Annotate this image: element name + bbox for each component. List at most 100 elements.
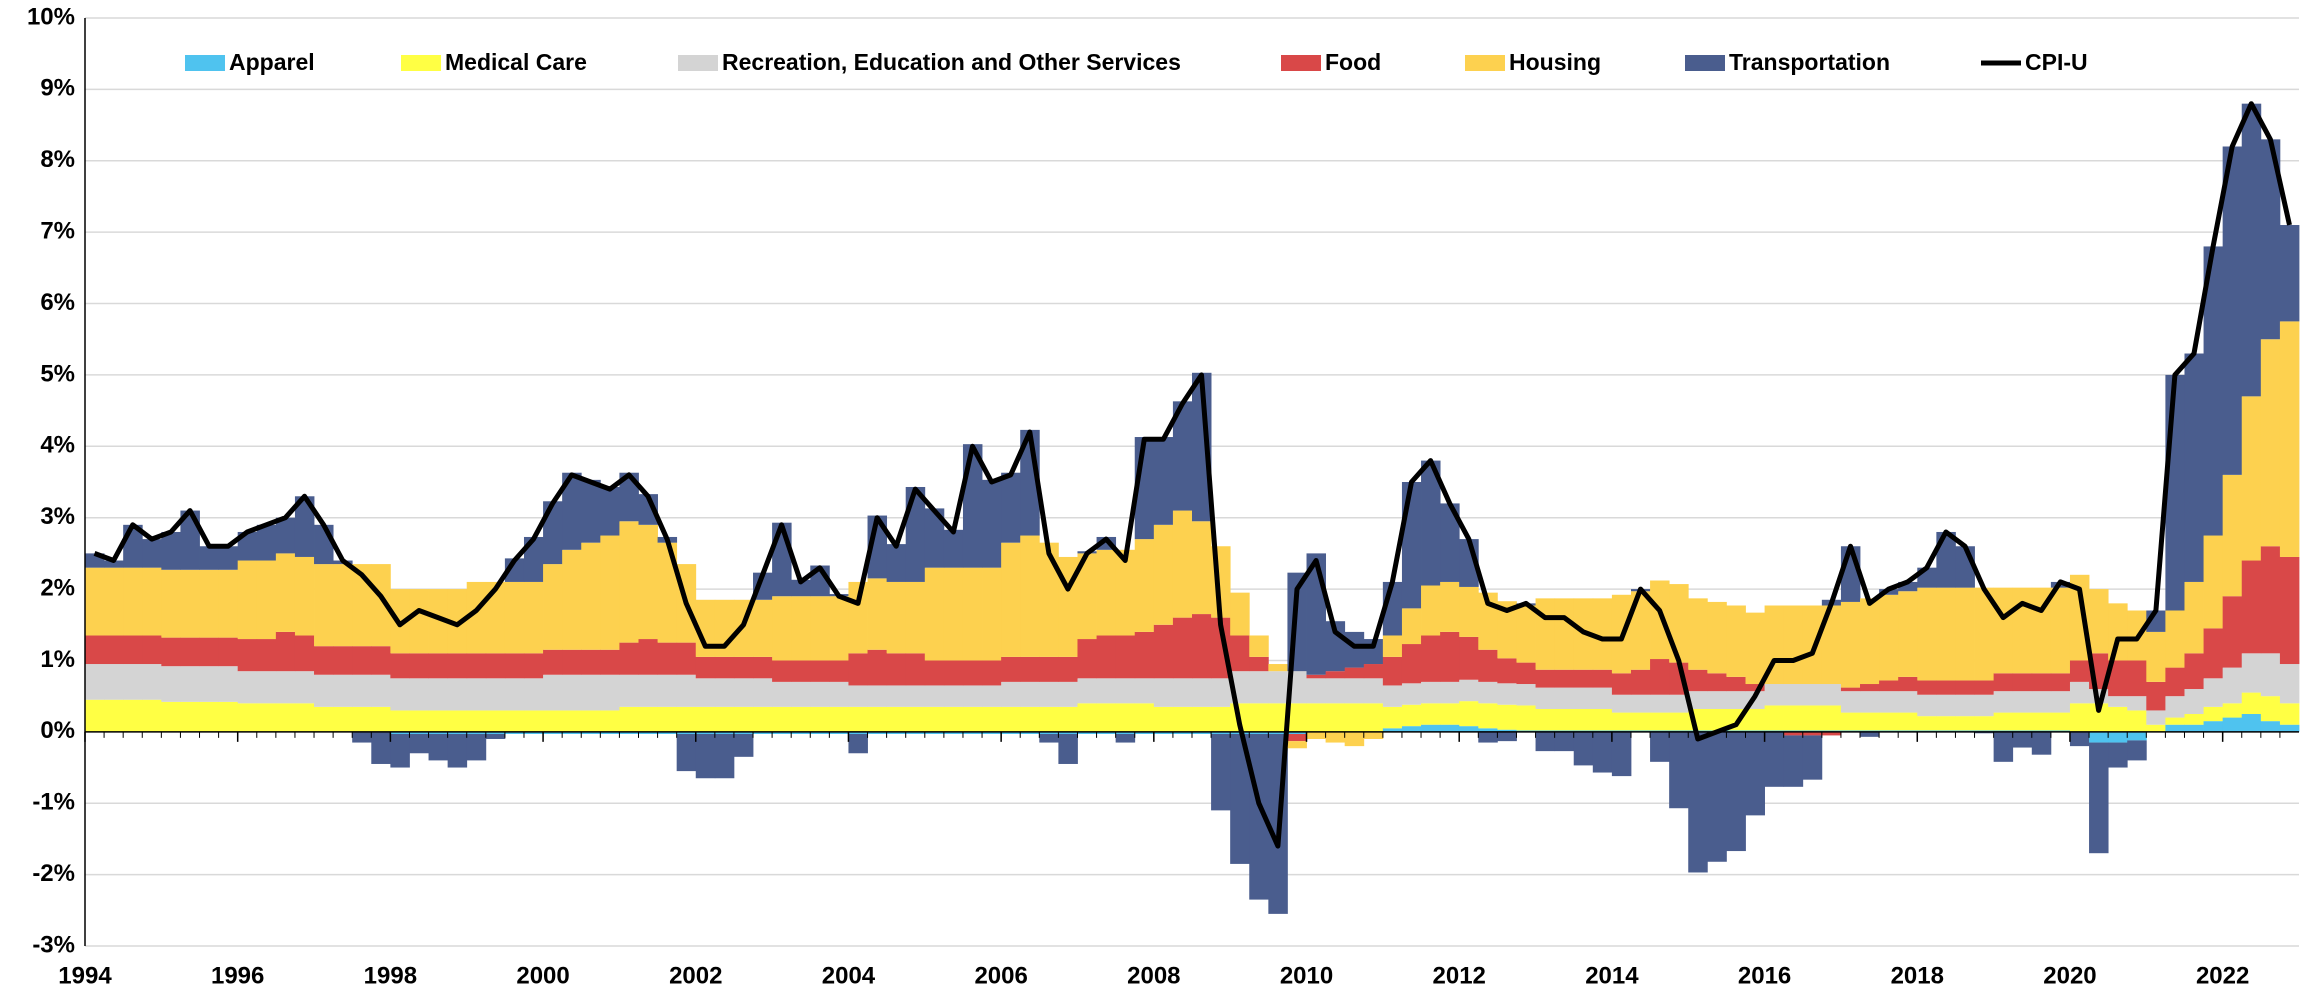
legend-swatch (401, 55, 441, 71)
bar-segment (943, 660, 964, 686)
bar-segment (275, 703, 296, 732)
bar-segment (2050, 691, 2071, 713)
bar-segment (772, 706, 792, 732)
bar-segment (1077, 731, 1097, 734)
bar-segment (1554, 598, 1575, 670)
bar-segment (2108, 696, 2128, 707)
bar-segment (1020, 535, 1040, 657)
bar-segment (2127, 710, 2147, 732)
bar-segment (2127, 696, 2147, 711)
bar-segment (1478, 703, 1498, 729)
y-tick-label: 4% (40, 432, 75, 459)
bar-segment (829, 681, 849, 707)
bar-segment (180, 701, 200, 732)
legend-item: Transportation (1685, 49, 1890, 75)
bar-segment (2260, 546, 2281, 654)
bar-segment (1993, 587, 2014, 674)
bar-segment (2069, 703, 2090, 732)
bar-segment (504, 678, 525, 711)
bar-segment (218, 569, 239, 638)
bar-segment (1363, 664, 1384, 679)
bar-segment (1268, 671, 1288, 704)
legend-item: Housing (1465, 49, 1601, 75)
bar-segment (676, 733, 697, 772)
bar-segment (2146, 681, 2166, 711)
bar-segment (1115, 549, 1136, 636)
bar-segment (371, 674, 391, 707)
bar-segment (1306, 674, 1327, 679)
bar-segment (1306, 703, 1327, 732)
bar-segment (2165, 717, 2185, 725)
bar-segment (619, 472, 639, 522)
bar-segment (1115, 678, 1136, 704)
bar-segment (962, 685, 983, 707)
bar-segment (2222, 146, 2243, 475)
bar-segment (2108, 660, 2128, 697)
bar-segment (1707, 601, 1727, 674)
bar-segment (1268, 664, 1288, 672)
bar-segment (619, 521, 639, 643)
bar-segment (772, 731, 792, 734)
bar-segment (275, 517, 296, 554)
bar-segment (2241, 103, 2262, 397)
bar-segment (791, 706, 811, 732)
bar-segment (1745, 612, 1765, 685)
bar-segment (1573, 709, 1594, 731)
bar-segment (1726, 676, 1746, 692)
bar-segment (1325, 671, 1346, 679)
bar-segment (1096, 678, 1117, 704)
bar-segment (1516, 605, 1536, 663)
bar-segment (1592, 731, 1613, 773)
bar-segment (2222, 474, 2243, 597)
bar-segment (2184, 353, 2204, 582)
bar-segment (1783, 605, 1804, 685)
bar-segment (2089, 742, 2109, 854)
bar-segment (1134, 731, 1155, 734)
bar-segment (1382, 685, 1403, 707)
bar-segment (581, 674, 601, 711)
legend-label: Medical Care (445, 49, 587, 75)
bar-segment (2184, 724, 2204, 732)
bar-segment (638, 674, 658, 707)
bar-segment (1440, 703, 1460, 725)
bar-segment (2241, 396, 2262, 561)
bar-segment (390, 710, 410, 732)
bar-segment (2127, 731, 2147, 741)
bar-segment (1096, 731, 1117, 734)
bar-segment (352, 646, 372, 675)
bar-segment (2260, 696, 2281, 722)
bar-segment (657, 542, 678, 643)
bar-segment (371, 646, 391, 675)
bar-segment (1382, 706, 1403, 729)
x-tick-label: 2002 (669, 962, 722, 989)
bar-segment (1745, 709, 1765, 731)
bar-segment (1401, 644, 1422, 684)
bar-segment (600, 535, 620, 650)
bar-segment (600, 649, 620, 675)
x-tick-label: 2008 (1127, 962, 1180, 989)
bar-segment (1955, 587, 1975, 681)
x-tick-label: 1998 (364, 962, 417, 989)
bar-segment (523, 731, 544, 734)
bar-segment (733, 678, 754, 707)
bar-segment (695, 733, 716, 779)
bar-segment (2050, 712, 2071, 731)
bar-segment (924, 567, 945, 661)
bar-segment (753, 678, 773, 707)
bar-segment (199, 666, 220, 702)
bar-segment (753, 656, 773, 679)
bar-segment (1401, 726, 1422, 732)
x-tick-label: 2016 (1738, 962, 1791, 989)
bar-segment (1382, 656, 1403, 686)
bar-segment (543, 649, 563, 675)
y-tick-label: 9% (40, 75, 75, 102)
bar-segment (1153, 731, 1174, 734)
bar-segment (638, 731, 658, 734)
bar-segment (1344, 731, 1365, 747)
bar-segment (657, 706, 678, 732)
bar-segment (1535, 709, 1556, 731)
x-tick-label: 2022 (2196, 962, 2249, 989)
bar-segment (619, 731, 639, 734)
bar-segment (1554, 687, 1575, 710)
bar-segment (1421, 585, 1441, 636)
